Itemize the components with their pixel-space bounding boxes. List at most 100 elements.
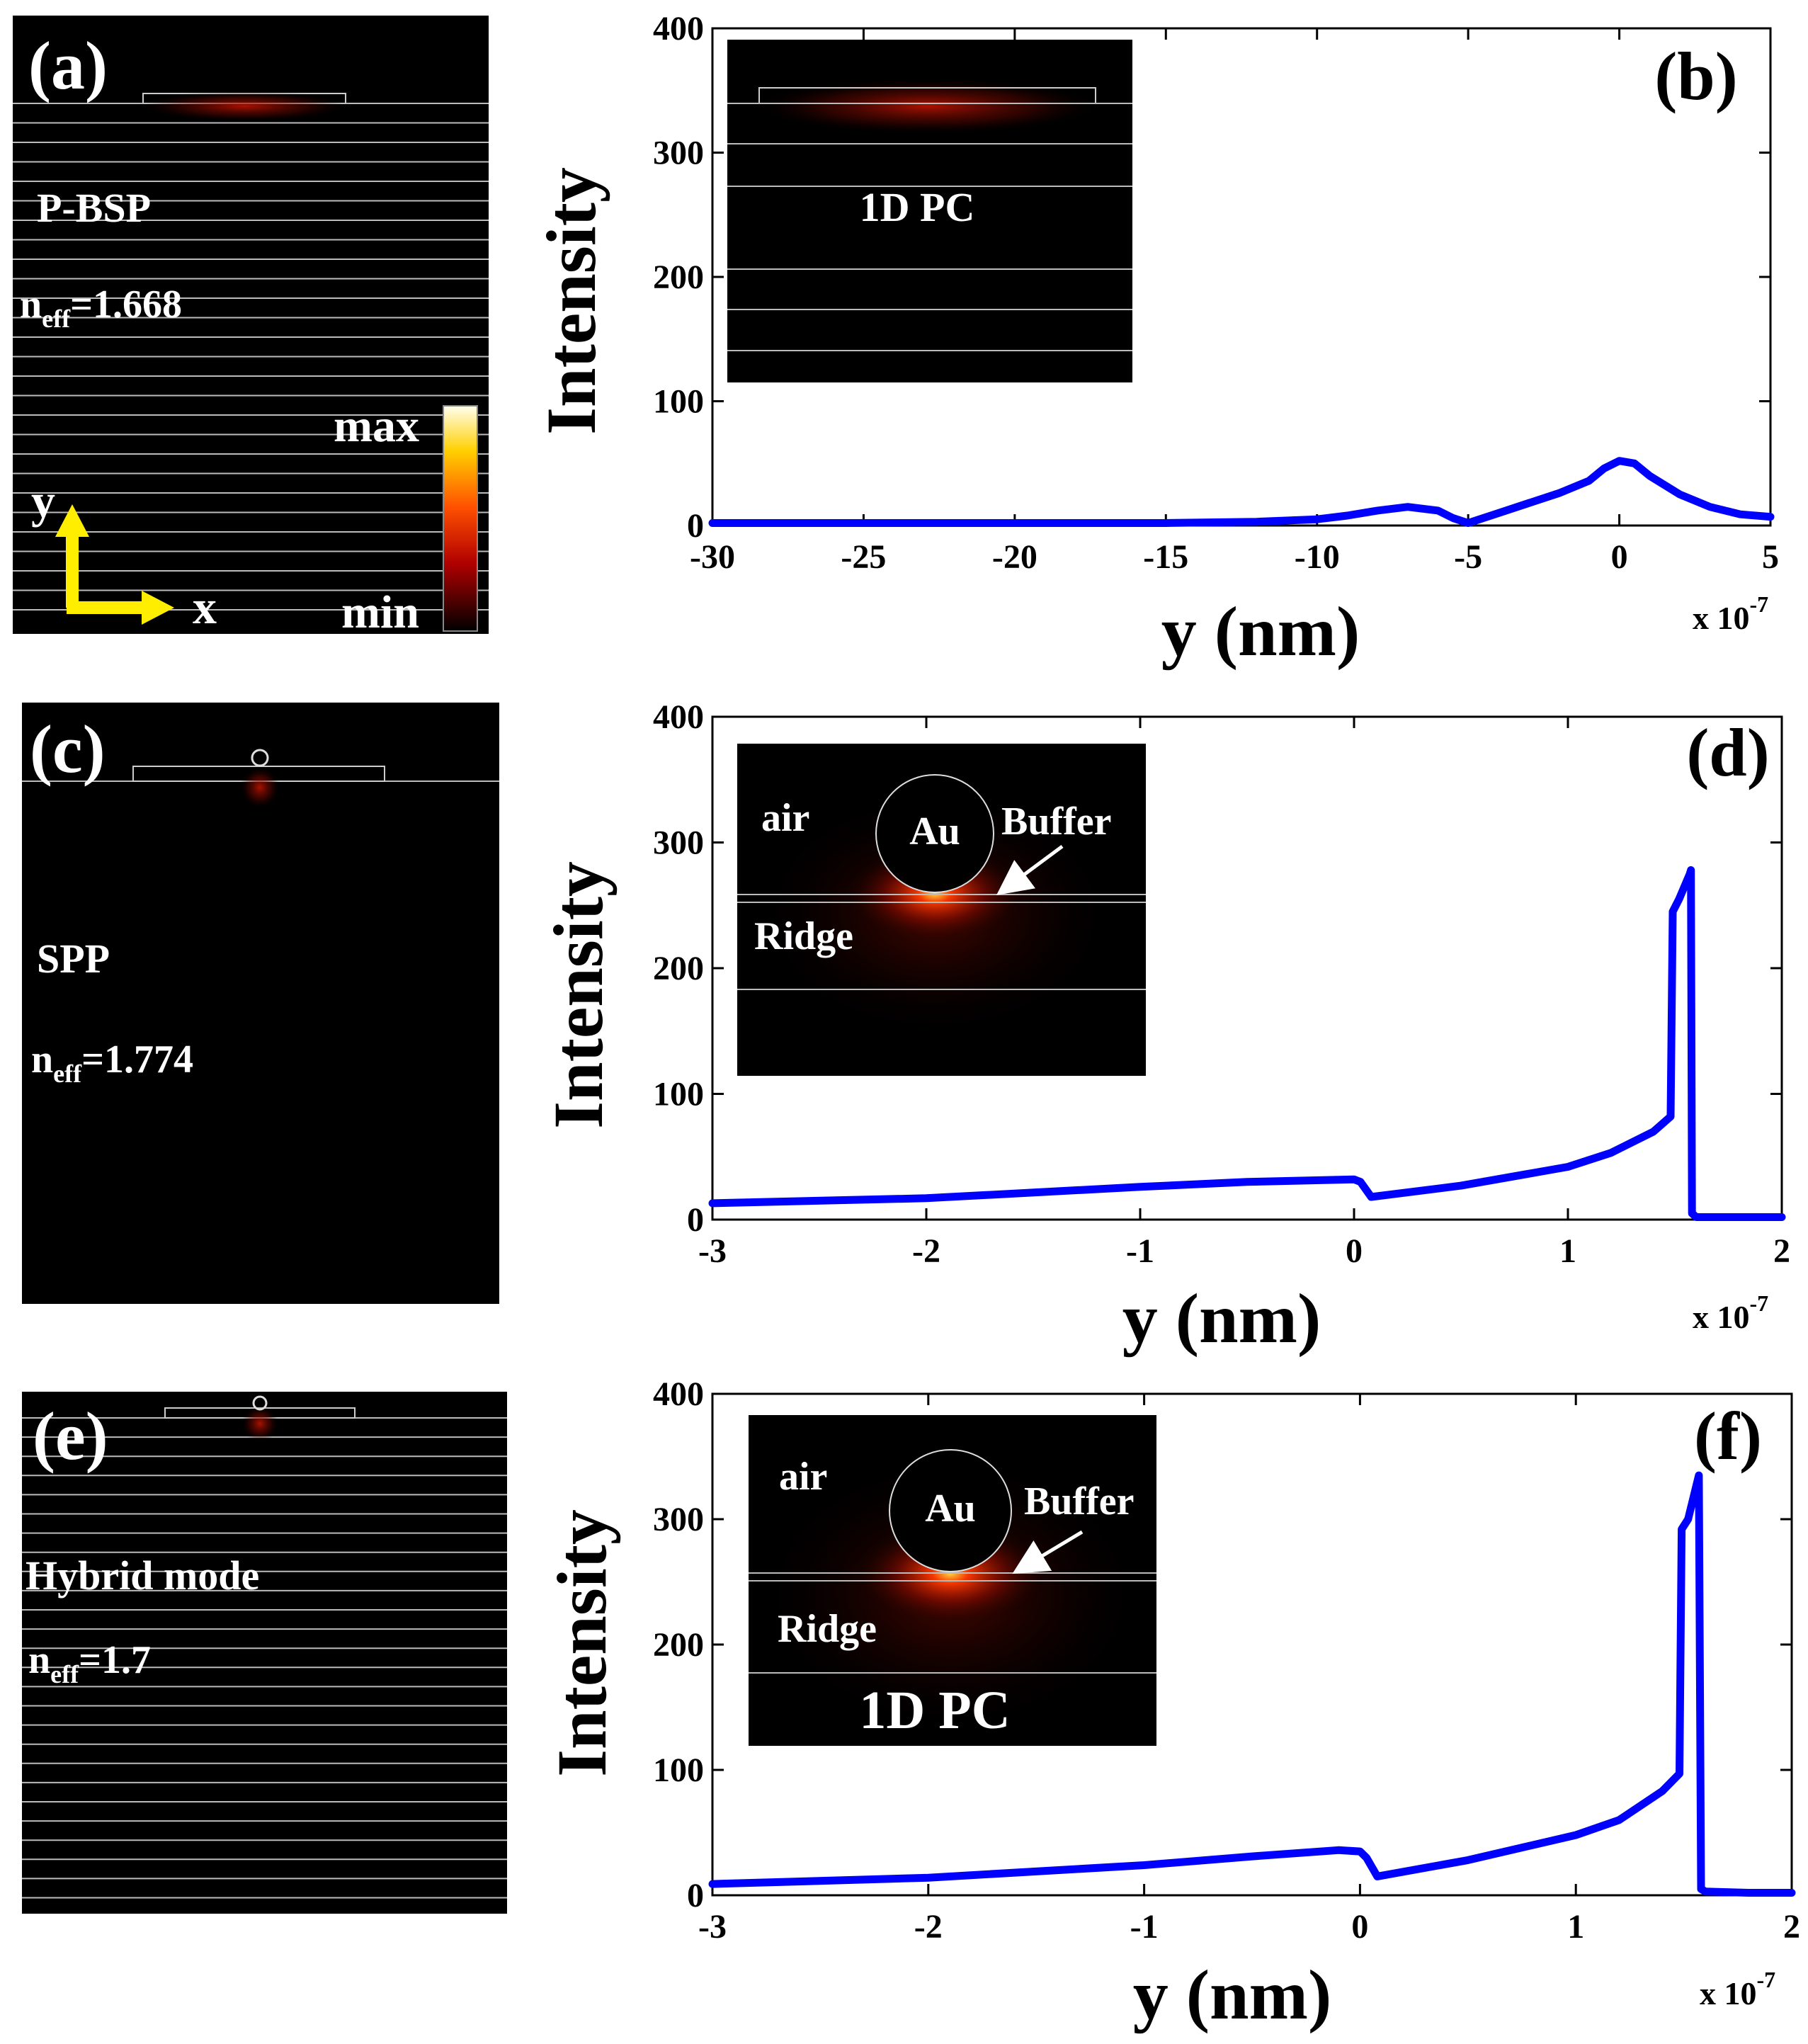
x-arrow-head (142, 591, 174, 625)
y-tick-label: 200 (653, 259, 704, 296)
y-tick-label: 100 (653, 1076, 704, 1113)
y-tick-label: 0 (687, 507, 704, 545)
y-axis-label: Intensity (542, 1509, 621, 1777)
neff-sub: eff (53, 1060, 82, 1088)
panel-e-au-wire (252, 1395, 268, 1411)
y-tick-label: 400 (653, 698, 704, 736)
panel-a-label: (a) (28, 28, 108, 103)
x-tick-label: -10 (1295, 538, 1340, 576)
neff-prefix: n (20, 283, 42, 327)
x-axis-arrow-label: x (193, 580, 217, 634)
colorbar-min-label: min (341, 586, 419, 638)
x-tick-label: 0 (1351, 1908, 1368, 1946)
panel-c-mode-field (240, 766, 280, 809)
series-line (708, 866, 1786, 1221)
x-tick-label: -5 (1454, 538, 1482, 576)
inset-d: air Au Buffer Ridge (737, 744, 1146, 1076)
panel-c-au-wire (251, 749, 269, 767)
inset-b: 1D PC (727, 40, 1132, 382)
panel-a-neff: neff=1.668 (20, 283, 182, 333)
panel-e-layers (22, 1417, 507, 1899)
x-tick-label: 0 (1346, 1232, 1363, 1270)
panel-e-mode-name: Hybrid mode (25, 1552, 259, 1599)
y-tick-label: 200 (653, 1626, 704, 1664)
inset-d-buffer-arrow (996, 844, 1064, 895)
y-axis-label: Intensity (539, 861, 618, 1129)
axis-multiplier-exponent: -7 (1757, 1967, 1776, 1992)
x-tick-label: -1 (1130, 1908, 1159, 1946)
neff-sub: eff (50, 1660, 79, 1688)
x-tick-label: -20 (992, 538, 1037, 576)
x-tick-label: 1 (1559, 1232, 1576, 1270)
neff-prefix: n (28, 1638, 50, 1682)
chart-f: 0 100 200 300 400 -3 -2 -1 0 1 2 (f) Intensity y (nm)… (542, 1375, 1800, 2034)
panel-label: (f) (1694, 1398, 1762, 1474)
inset-f-au-wire (889, 1449, 1012, 1572)
neff-value: =1.7 (79, 1638, 151, 1682)
inset-d-au-label: Au (909, 810, 960, 853)
y-tick-label: 100 (653, 1751, 704, 1789)
inset-d-buffer-label: Buffer (1001, 800, 1112, 844)
x-tick-label: 0 (1611, 538, 1628, 576)
panel-a-mode-name: P-BSP (37, 185, 151, 231)
series-line (708, 457, 1775, 527)
axis-multiplier-base: x 10 (1693, 600, 1750, 636)
inset-d-air-label: air (761, 796, 809, 840)
inset-f-buffer-label: Buffer (1024, 1480, 1135, 1523)
y-axis-arrow-label: y (31, 474, 55, 528)
panel-a-layers (13, 103, 489, 611)
x-tick-label: -2 (914, 1908, 943, 1946)
x-tick-label: -3 (698, 1232, 727, 1270)
panel-e-label: (e) (33, 1398, 108, 1474)
y-tick-label: 0 (687, 1877, 704, 1914)
x-tick-label: -30 (690, 538, 735, 576)
axis-multiplier-base: x 10 (1693, 1299, 1750, 1335)
inset-b-mode-field (751, 78, 1105, 135)
panel-label: (d) (1686, 715, 1769, 790)
chart-d: 0 100 200 300 400 -3 -2 -1 0 1 2 (d) Intensity y (nm)… (539, 698, 1790, 1358)
y-tick-label: 300 (653, 1501, 704, 1538)
y-tick-label: 300 (653, 824, 704, 862)
inset-f-au-label: Au (925, 1487, 976, 1531)
axis-multiplier: x 10-7 (1700, 1967, 1775, 2011)
axis-multiplier-exponent: -7 (1750, 1290, 1769, 1316)
x-tick-label: -15 (1143, 538, 1188, 576)
x-axis-label: y (nm) (1161, 592, 1360, 671)
panel-e-field-map (22, 1392, 507, 1914)
inset-f-pc-label: 1D PC (859, 1681, 1010, 1740)
x-tick-label: 2 (1783, 1908, 1800, 1946)
x-tick-label: -1 (1126, 1232, 1154, 1270)
panel-a-mode-field (138, 91, 351, 122)
series-line (708, 1471, 1796, 1897)
axis-multiplier: x 10-7 (1693, 1290, 1768, 1335)
inset-f-ridge-label: Ridge (778, 1607, 877, 1651)
y-tick-label: 400 (653, 1375, 704, 1413)
x-tick-label: -3 (698, 1908, 727, 1946)
neff-prefix: n (31, 1038, 53, 1081)
axes-arrows: y x (31, 474, 217, 634)
y-tick-label: 100 (653, 383, 704, 421)
panel-e-mode-field (241, 1405, 278, 1442)
y-tick-label: 400 (653, 10, 704, 47)
neff-sub: eff (42, 305, 71, 333)
x-tick-label: 2 (1773, 1232, 1790, 1270)
inset-f: air Au Buffer Ridge 1D PC (749, 1415, 1156, 1746)
colorbar (443, 405, 478, 632)
x-tick-label: -2 (912, 1232, 940, 1270)
y-tick-label: 300 (653, 135, 704, 172)
y-arrow-head (55, 504, 89, 537)
panel-a: (a) P-BSP neff=1.668 max min y x (13, 16, 489, 638)
inset-f-buffer-arrow (1012, 1530, 1084, 1574)
panel-c-mode-name: SPP (37, 936, 110, 982)
neff-value: =1.774 (81, 1038, 193, 1081)
panel-c-label: (c) (30, 711, 106, 787)
y-axis-label: Intensity (532, 167, 610, 435)
chart-b: 0 100 200 300 400 -30 -25 -20 -15 -10 -5 0 5 (b) Inten… (532, 10, 1779, 671)
x-tick-label: 5 (1762, 538, 1779, 576)
axis-multiplier-exponent: -7 (1750, 591, 1769, 617)
axis-multiplier: x 10-7 (1693, 591, 1768, 636)
axis-multiplier-base: x 10 (1700, 1975, 1757, 2011)
panel-e-neff: neff=1.7 (28, 1638, 151, 1688)
neff-value: =1.668 (70, 283, 182, 327)
